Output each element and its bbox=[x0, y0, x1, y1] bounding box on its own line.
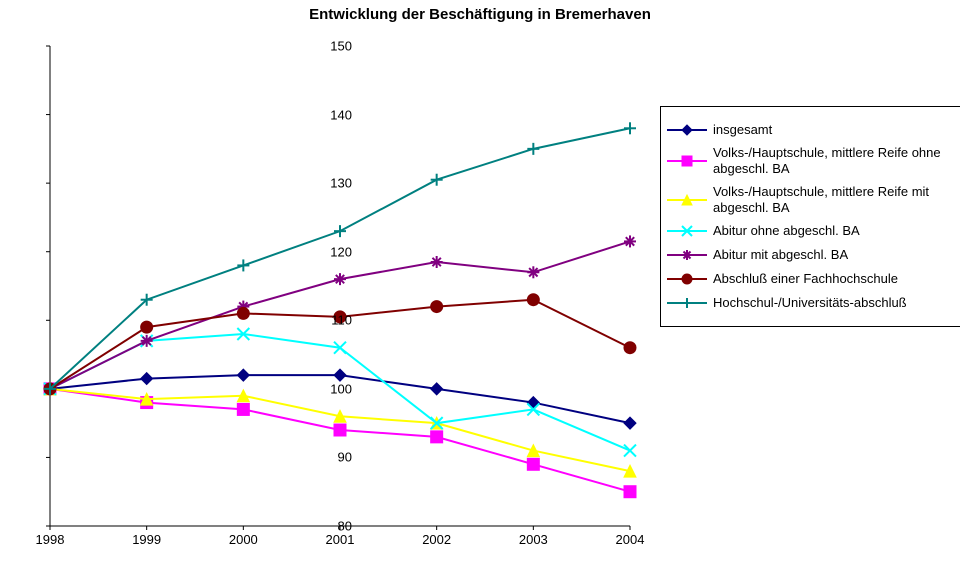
legend-item-volks_ohne: Volks-/Hauptschule, mittlere Reife ohne … bbox=[667, 145, 957, 178]
chart-title: Entwicklung der Beschäftigung in Bremerh… bbox=[0, 6, 960, 23]
legend-swatch bbox=[667, 191, 707, 209]
y-tick-label: 120 bbox=[330, 244, 352, 259]
y-tick-label: 90 bbox=[338, 450, 352, 465]
series-volks_ohne bbox=[44, 383, 636, 498]
legend-label: Abitur ohne abgeschl. BA bbox=[707, 223, 957, 239]
legend-label: Hochschul-/Universitäts-abschluß bbox=[707, 295, 957, 311]
x-tick-label: 2004 bbox=[616, 532, 645, 547]
y-tick-label: 130 bbox=[330, 176, 352, 191]
legend-item-abitur_mit: Abitur mit abgeschl. BA bbox=[667, 246, 957, 264]
y-tick-label: 140 bbox=[330, 107, 352, 122]
x-tick-label: 1999 bbox=[132, 532, 161, 547]
legend-label: Abschluß einer Fachhochschule bbox=[707, 271, 957, 287]
x-tick-label: 2000 bbox=[229, 532, 258, 547]
x-tick-label: 1998 bbox=[36, 532, 65, 547]
x-tick-label: 2001 bbox=[326, 532, 355, 547]
legend-item-abitur_ohne: Abitur ohne abgeschl. BA bbox=[667, 222, 957, 240]
y-tick-label: 150 bbox=[330, 39, 352, 54]
legend-swatch bbox=[667, 294, 707, 312]
y-tick-label: 100 bbox=[330, 381, 352, 396]
legend-label: insgesamt bbox=[707, 122, 957, 138]
legend-swatch bbox=[667, 270, 707, 288]
legend-item-volks_mit: Volks-/Hauptschule, mittlere Reife mit a… bbox=[667, 184, 957, 217]
legend-swatch bbox=[667, 152, 707, 170]
legend-item-hochschul: Hochschul-/Universitäts-abschluß bbox=[667, 294, 957, 312]
legend-swatch bbox=[667, 121, 707, 139]
legend-label: Volks-/Hauptschule, mittlere Reife mit a… bbox=[707, 184, 957, 217]
legend-swatch bbox=[667, 222, 707, 240]
legend-swatch bbox=[667, 246, 707, 264]
legend-item-insgesamt: insgesamt bbox=[667, 121, 957, 139]
legend: insgesamt Volks-/Hauptschule, mittlere Re… bbox=[660, 106, 960, 327]
legend-label: Abitur mit abgeschl. BA bbox=[707, 247, 957, 263]
legend-label: Volks-/Hauptschule, mittlere Reife ohne … bbox=[707, 145, 957, 178]
x-tick-label: 2003 bbox=[519, 532, 548, 547]
x-tick-label: 2002 bbox=[422, 532, 451, 547]
y-tick-label: 110 bbox=[331, 313, 352, 328]
legend-item-fachhoch: Abschluß einer Fachhochschule bbox=[667, 270, 957, 288]
